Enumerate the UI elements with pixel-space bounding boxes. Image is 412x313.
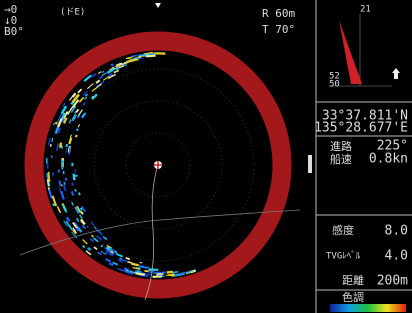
longitude: 135°28.677'E	[314, 121, 408, 136]
bearing: B0°	[4, 25, 24, 38]
echo	[72, 183, 73, 186]
speed-label: 船速	[330, 152, 352, 166]
echo	[77, 129, 78, 131]
echo	[146, 56, 156, 57]
echo	[123, 260, 127, 261]
sonar-screen: →0 ↓0 B0° (ドE) R 60m T 70° 21 52 50 33°3…	[0, 0, 412, 313]
echo	[124, 269, 128, 270]
course-label: 進路	[330, 140, 352, 153]
gain-label: 感度	[332, 223, 354, 237]
range-value: 200m	[377, 274, 408, 289]
echo	[101, 246, 103, 247]
echo	[126, 258, 130, 259]
echo	[141, 55, 147, 56]
echo	[53, 204, 54, 206]
echo	[119, 260, 123, 262]
echo	[168, 274, 175, 275]
echo	[49, 172, 50, 182]
compass-label: 50	[329, 80, 340, 90]
echo	[111, 64, 113, 65]
echo	[60, 181, 61, 187]
echo	[137, 271, 140, 272]
echo	[138, 58, 144, 59]
range-label: 距離	[342, 273, 364, 287]
echo	[67, 144, 68, 147]
tvg-value: 4.0	[385, 249, 408, 264]
echo	[135, 273, 145, 275]
echo	[128, 58, 132, 59]
echo	[72, 191, 73, 195]
echo	[60, 143, 61, 148]
compass-label: 21	[360, 5, 371, 15]
echo	[54, 123, 55, 125]
echo	[74, 174, 75, 180]
echo	[129, 271, 133, 272]
echo	[58, 128, 60, 133]
scale-marker	[308, 155, 312, 173]
tvg-label: TVGﾚﾍﾞﾙ	[326, 251, 361, 262]
mode: (ドE)	[60, 8, 85, 18]
echo	[167, 272, 173, 273]
tilt-setting: T 70°	[262, 23, 295, 36]
echo	[116, 69, 118, 70]
echo	[140, 262, 143, 263]
echo	[47, 173, 48, 179]
speed-value: 0.8kn	[369, 152, 408, 167]
echo	[75, 189, 76, 191]
echo	[79, 193, 80, 196]
echo	[106, 252, 108, 253]
echo	[124, 65, 127, 66]
gain-value: 8.0	[385, 224, 408, 239]
color-bar	[330, 304, 406, 312]
range-setting: R 60m	[262, 7, 295, 20]
echo	[76, 135, 77, 137]
color-label: 色調	[342, 290, 364, 304]
echo	[56, 122, 57, 124]
echo	[64, 182, 65, 185]
